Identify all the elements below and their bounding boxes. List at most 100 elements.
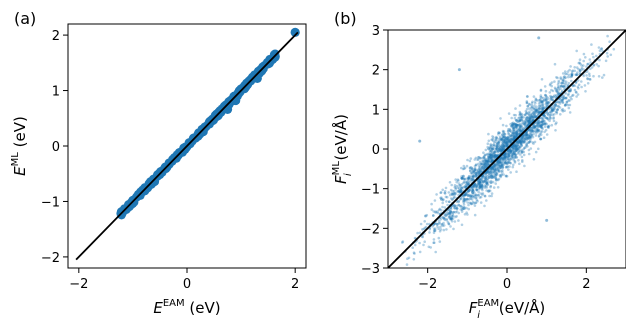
data-point [478,180,482,184]
data-point [486,170,490,174]
data-point [457,200,460,203]
data-point [561,98,564,102]
data-point [503,141,507,144]
data-point [506,149,510,152]
data-point [513,143,516,147]
data-point [508,161,511,164]
data-point [517,127,521,131]
data-point [497,150,500,153]
data-point [504,138,507,142]
data-point [545,122,548,126]
data-point [467,176,471,180]
data-point [483,163,487,167]
data-point [548,111,551,115]
data-point [562,76,566,79]
data-point [541,107,545,111]
data-point [430,208,434,211]
data-point [484,171,488,175]
data-point [591,52,594,56]
data-point [568,89,571,93]
data-point [462,197,466,201]
data-point [522,133,526,137]
data-point [504,142,507,145]
data-point [606,55,609,58]
data-point [498,161,502,165]
data-point [574,73,578,77]
data-point [512,134,516,137]
data-point [516,147,520,150]
data-point [564,72,567,75]
data-point [486,161,490,164]
data-point [525,133,529,136]
data-point [512,126,516,129]
data-point [559,76,562,79]
data-point [481,159,484,163]
data-point [526,120,530,123]
data-point [550,111,553,114]
data-point [467,190,470,193]
data-point [555,93,558,97]
data-point [495,146,499,149]
data-point [457,190,461,194]
data-point [539,123,542,127]
data-point [521,138,524,141]
data-point [525,119,529,122]
data-point [516,133,520,136]
data-point [488,155,492,158]
data-point [506,138,509,142]
data-point [529,116,532,120]
data-point [479,177,483,181]
data-point [522,153,526,157]
data-point [453,195,456,199]
data-point [576,93,580,96]
data-point [522,150,526,154]
data-point [555,89,559,92]
data-point [468,166,472,170]
data-point [462,174,465,178]
data-point [471,189,474,192]
data-point [463,198,466,202]
data-point [502,157,505,161]
data-point [528,118,531,121]
data-point [541,120,544,123]
data-point [512,152,516,156]
data-point [503,145,506,149]
data-point [495,173,499,176]
data-point [487,155,491,159]
data-point [522,133,526,137]
data-point [540,78,544,81]
data-point [439,225,442,229]
data-point [453,192,457,195]
data-point [534,115,537,119]
data-point [530,101,534,105]
data-point [598,49,602,52]
data-point [516,147,519,150]
data-point [532,107,536,110]
data-point [492,143,496,147]
data-point [459,185,463,188]
data-point [500,173,504,176]
data-point [511,128,515,132]
data-point [545,102,548,106]
data-point [527,133,531,137]
data-point [483,166,487,169]
data-point [489,171,492,174]
data-point [470,187,474,191]
data-point [504,136,508,139]
data-point [470,176,473,179]
data-point [532,110,535,114]
data-point [497,144,501,147]
data-point [566,75,570,79]
data-point [496,166,500,170]
data-point [497,169,501,172]
data-point [457,219,460,222]
data-point [493,154,496,157]
data-point [480,180,484,183]
data-point [472,175,475,179]
data-point [510,139,514,142]
data-point [447,191,451,194]
data-point [543,125,547,128]
data-point [519,124,523,128]
data-point [511,153,515,156]
data-point [552,96,555,99]
